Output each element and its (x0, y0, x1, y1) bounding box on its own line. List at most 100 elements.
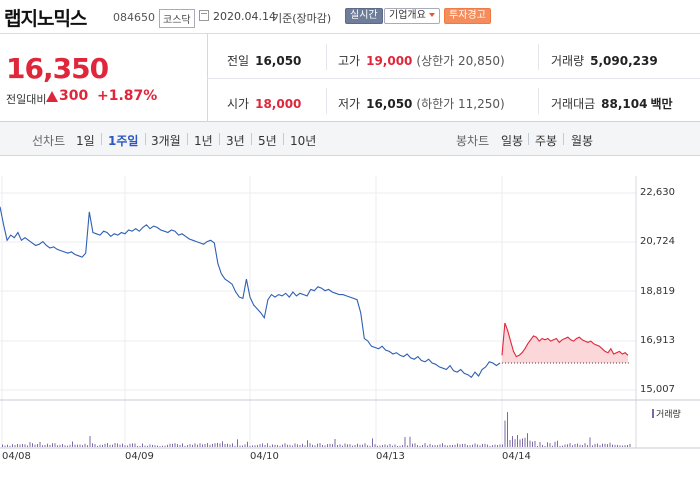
volume-bar (552, 445, 553, 447)
volume-bar (462, 444, 463, 447)
day-high: 고가 19,000 (상한가 20,850) (338, 52, 505, 69)
volume-bar (294, 443, 296, 447)
volume-bar (549, 443, 551, 447)
candle-weekly[interactable]: 주봉 (535, 134, 558, 148)
current-price: 16,350 (6, 52, 109, 85)
period-3y[interactable]: 3년 (226, 134, 245, 148)
divider (538, 88, 539, 114)
period-5y[interactable]: 5년 (258, 134, 277, 148)
volume-bar (364, 443, 366, 447)
volume-bar (52, 443, 53, 447)
volume-bar (437, 445, 438, 447)
volume-bar (59, 444, 61, 447)
volume-bar (62, 444, 63, 447)
volume-bar (232, 443, 233, 447)
volume-bar (519, 439, 521, 447)
candle-daily[interactable]: 일봉 (501, 134, 524, 148)
volume-bar (119, 444, 121, 447)
volume-bar (259, 444, 261, 447)
volume-bar (327, 444, 328, 447)
up-triangle-icon (46, 91, 58, 102)
volume-bar (417, 445, 418, 447)
volume-bar (459, 444, 461, 447)
volume-bar (479, 445, 481, 447)
prev-close: 전일 16,050 (227, 52, 301, 69)
volume-bar (302, 443, 303, 447)
stock-code: 084650 (113, 11, 155, 24)
volume-bar (199, 443, 201, 447)
lower-limit: (하한가 11,250) (416, 97, 505, 111)
price-chart[interactable]: 22,630 20,724 18,819 16,913 15,007 04/08… (0, 156, 700, 484)
volume-bar (344, 443, 346, 447)
realtime-button[interactable]: 실시간 (345, 8, 383, 24)
volume-legend: 거래량 (652, 407, 681, 420)
period-1y[interactable]: 1년 (194, 134, 213, 148)
calendar-icon (199, 10, 209, 21)
company-overview-button[interactable]: 기업개요 (384, 8, 440, 24)
candle-monthly[interactable]: 월봉 (571, 134, 594, 148)
volume-bar (267, 443, 268, 447)
volume-bar (7, 444, 8, 447)
volume-bar (229, 444, 231, 447)
volume-bar (12, 444, 13, 447)
high-value: 19,000 (366, 54, 413, 68)
volume-bar (274, 444, 276, 447)
volume-bar (57, 445, 58, 447)
volume-bar (219, 443, 221, 447)
change-label: 전일대비 (6, 93, 47, 106)
volume-bar (409, 436, 411, 447)
volume-bar (569, 443, 571, 447)
period-1d[interactable]: 1일 (76, 134, 95, 148)
stock-header: 랩지노믹스 084650 코스닥 2020.04.14 기준(장마감) 실시간 … (0, 0, 700, 34)
volume-bar (284, 443, 286, 447)
volume-bar (42, 445, 43, 447)
volume-bar (269, 445, 271, 447)
period-3m[interactable]: 3개월 (151, 134, 181, 148)
y-tick-label: 15,007 (640, 384, 675, 395)
x-tick-label: 04/08 (2, 451, 31, 462)
volume-bar (407, 445, 408, 447)
volume-bar (599, 445, 601, 447)
volume-bar (34, 444, 36, 447)
volume-bar (147, 445, 148, 447)
volume-bar (397, 446, 398, 447)
upper-limit: (상한가 20,850) (416, 54, 505, 68)
volume-bar (129, 443, 131, 447)
amount-label: 거래대금 (551, 97, 596, 111)
volume-bar (104, 443, 106, 447)
volume: 거래량 5,090,239 (551, 52, 658, 69)
volume-bar (17, 444, 18, 447)
volume-bar (84, 443, 86, 447)
volume-bar (602, 443, 603, 447)
change-value: 300 (59, 88, 89, 104)
volume-bar (587, 445, 588, 447)
candle-chart-label[interactable]: 봉차트 (456, 134, 490, 148)
volume-bar (467, 445, 468, 447)
volume-bar (414, 443, 416, 447)
line-chart-label[interactable]: 선차트 (32, 134, 66, 148)
divider (101, 133, 102, 145)
amount-unit: 백만 (650, 97, 673, 111)
divider (283, 133, 284, 145)
volume-bar (224, 444, 226, 447)
volume-bar (2, 444, 3, 447)
volume-bar (354, 444, 356, 447)
investment-warning-badge[interactable]: 투자경고 (444, 8, 491, 24)
volume-bar (92, 443, 93, 447)
volume-bar (197, 444, 198, 447)
volume-bar (282, 444, 283, 447)
volume-bar (72, 441, 73, 447)
volume-bar (487, 444, 488, 447)
period-1w[interactable]: 1주일 (108, 134, 139, 148)
volume-bar (617, 444, 618, 447)
market-badge: 코스닥 (159, 9, 195, 28)
volume-bar (172, 443, 173, 447)
divider (145, 133, 146, 145)
volume-bar (174, 443, 176, 447)
volume-bar (107, 443, 108, 447)
volume-bar (324, 445, 326, 447)
period-10y[interactable]: 10년 (290, 134, 317, 148)
volume-bar (579, 444, 581, 447)
volume-bar (434, 445, 436, 447)
volume-bar (99, 444, 101, 447)
